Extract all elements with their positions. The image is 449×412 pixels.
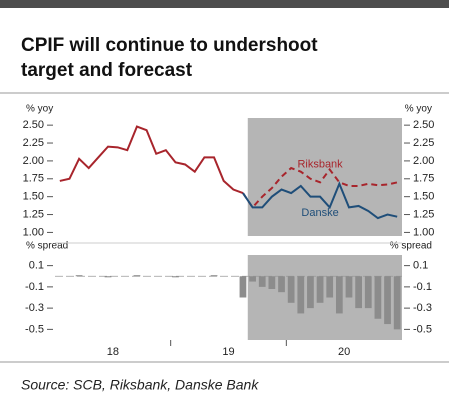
y-tick-label: 1.75	[23, 173, 44, 185]
bar	[75, 275, 83, 277]
bar	[335, 276, 343, 314]
bar	[316, 276, 324, 303]
bar	[345, 276, 353, 298]
y-tick-label: 1.25	[23, 208, 44, 220]
y-tick-label: -0.5	[25, 323, 44, 335]
y-tick-label: 1.75	[413, 173, 434, 185]
y-tick-label: 1.50	[23, 191, 44, 203]
chart-title: CPIF will continue to undershoot	[21, 35, 318, 56]
annotation: Danske	[301, 207, 338, 219]
unit-label: % spread	[390, 241, 432, 252]
bar	[210, 275, 218, 277]
y-tick-label: -0.1	[25, 281, 44, 293]
bar	[287, 276, 295, 303]
bar	[393, 276, 401, 330]
x-tick-label: 19	[222, 346, 234, 358]
top-band	[0, 0, 449, 8]
y-tick-label: 1.00	[23, 226, 44, 238]
y-tick-label: 1.00	[413, 226, 434, 238]
bar	[172, 276, 179, 278]
bar	[268, 276, 276, 289]
y-tick-label: 1.50	[413, 191, 434, 203]
bar	[374, 276, 382, 319]
bar	[133, 275, 141, 277]
y-tick-label: 2.50	[413, 119, 434, 131]
y-tick-label: 2.25	[23, 137, 44, 149]
bar	[364, 276, 372, 309]
unit-label: % yoy	[405, 104, 432, 115]
bar	[355, 276, 362, 309]
y-tick-label: 2.00	[413, 155, 434, 167]
unit-label: % yoy	[26, 104, 53, 115]
bar	[326, 276, 334, 298]
bar	[258, 276, 266, 287]
y-tick-label: -0.5	[413, 323, 432, 335]
y-tick-label: 2.25	[413, 137, 434, 149]
series-line	[242, 181, 398, 220]
annotation: Riksbank	[297, 158, 343, 170]
bar	[239, 276, 247, 298]
source: Source: SCB, Riksbank, Danske Bank	[21, 377, 259, 393]
bar	[278, 276, 285, 293]
bar	[249, 276, 256, 282]
chart-title: target and forecast	[21, 60, 193, 81]
y-tick-label: -0.3	[413, 302, 432, 314]
bar	[307, 276, 314, 309]
y-tick-label: 0.1	[413, 260, 428, 272]
y-tick-label: 0.1	[29, 260, 44, 272]
unit-label: % spread	[26, 241, 68, 252]
x-tick-label: 18	[107, 346, 119, 358]
y-tick-label: 2.00	[23, 155, 44, 167]
y-tick-label: -0.1	[413, 281, 432, 293]
x-tick-label: 20	[338, 346, 350, 358]
y-tick-label: 2.50	[23, 119, 44, 131]
series-line	[59, 125, 244, 195]
series-line	[242, 166, 398, 210]
y-tick-label: 1.25	[413, 208, 434, 220]
y-tick-label: -0.3	[25, 302, 44, 314]
bar	[384, 276, 391, 325]
bar	[104, 276, 112, 278]
bar	[297, 276, 305, 314]
